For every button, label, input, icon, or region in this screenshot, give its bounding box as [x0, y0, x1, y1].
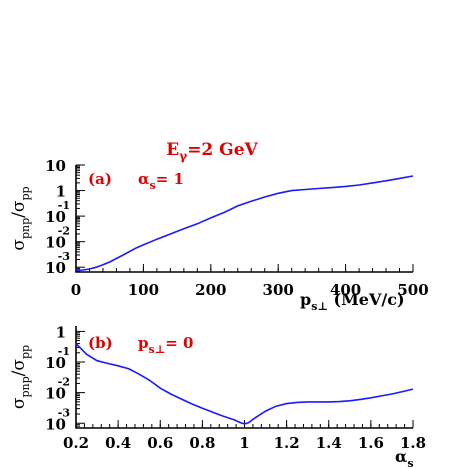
y-axis-label: σpnp/σpp — [9, 186, 32, 250]
panel-label: (a) — [88, 170, 112, 188]
axes — [75, 165, 413, 273]
y-axis-label: σpnp/σpp — [9, 345, 32, 409]
ylabel-slash: / — [9, 212, 29, 218]
y-tick-label: 10 — [45, 385, 66, 403]
y-tick-base: 10 — [45, 385, 66, 403]
y-tick-base: 1 — [56, 323, 66, 341]
x-tick-label: 0 — [71, 281, 81, 299]
ylabel-den_sub: pp — [19, 186, 32, 200]
chart-title: Eγ=2 GeV — [166, 140, 258, 163]
xlabel-sub: s — [407, 457, 413, 469]
y-tick-base: 10 — [45, 259, 66, 277]
y-tick-label: 10 — [45, 259, 66, 277]
ylabel-num: σ — [9, 239, 29, 251]
x-tick-label: 0.6 — [147, 434, 173, 452]
y-tick-base: 10 — [45, 157, 66, 175]
y-tick-label: 1 — [56, 323, 66, 341]
y-tick-base: 10 — [45, 354, 66, 372]
annotation-rest: = 1 — [156, 170, 184, 188]
x-tick-label: 400 — [330, 281, 361, 299]
y-tick-base: 10 — [45, 415, 66, 433]
x-axis-label: ps⊥ (MeV/c) — [300, 290, 405, 313]
panel-annotation: ps⊥= 0 — [138, 334, 194, 356]
y-tick-exponent: -2 — [58, 376, 70, 389]
panel-annotation: αs= 1 — [138, 170, 184, 192]
x-tick-label: 500 — [397, 281, 428, 299]
annotation-rest: = 0 — [165, 334, 193, 352]
panel-label: (b) — [88, 334, 113, 352]
xlabel-sub: s⊥ — [311, 300, 328, 313]
ylabel-slash: / — [9, 370, 29, 376]
y-tick-exponent: -3 — [58, 250, 70, 263]
x-tick-label: 100 — [128, 281, 159, 299]
x-tick-label: 200 — [195, 281, 226, 299]
series-line — [75, 343, 414, 425]
x-tick-label: 1 — [239, 434, 249, 452]
ylabel-num: σ — [9, 397, 29, 409]
y-tick-label: 10 — [45, 234, 66, 252]
y-tick-exponent: -3 — [58, 406, 70, 419]
x-tick-label: 1.2 — [274, 434, 300, 452]
annotation-symbol: α — [138, 170, 150, 188]
x-axis-label: αs — [395, 447, 414, 469]
annotation-sub: s⊥ — [149, 343, 166, 356]
y-tick-label: 10 — [45, 415, 66, 433]
x-tick-label: 300 — [263, 281, 294, 299]
y-tick-label: 10 — [45, 354, 66, 372]
xlabel-unit: (MeV/c) — [328, 290, 405, 309]
x-tick-label: 1.4 — [316, 434, 342, 452]
xlabel-text: p — [300, 290, 311, 309]
title-prefix: E — [166, 140, 179, 160]
y-tick-exponent: -1 — [58, 199, 70, 212]
x-tick-label: 0.8 — [189, 434, 215, 452]
annotation-sub: s — [150, 179, 156, 192]
ylabel-den: σ — [9, 200, 29, 212]
x-tick-label: 0.2 — [63, 434, 89, 452]
title-sub: γ — [179, 149, 187, 163]
y-tick-label: 10 — [45, 208, 66, 226]
y-tick-label: 10 — [45, 157, 66, 175]
y-tick-label: 1 — [56, 183, 66, 201]
y-tick-exponent: -1 — [58, 345, 70, 358]
x-tick-label: 1.8 — [400, 434, 426, 452]
y-tick-base: 1 — [56, 183, 66, 201]
ylabel-num_sub: pnp — [19, 376, 32, 397]
title-suffix: =2 GeV — [187, 140, 258, 160]
y-tick-base: 10 — [45, 208, 66, 226]
xlabel-text: α — [395, 447, 407, 466]
y-tick-exponent: -2 — [58, 225, 70, 238]
series-line — [75, 175, 414, 272]
annotation-symbol: p — [138, 334, 149, 352]
x-tick-label: 1.6 — [358, 434, 384, 452]
x-tick-label: 0.4 — [105, 434, 131, 452]
ylabel-den_sub: pp — [19, 345, 32, 359]
panel-b: 0.2 0.4 0.6 0.8 1 1.2 1.4 1.6 1.8110-110-210-3(b… — [9, 323, 426, 469]
y-tick-base: 10 — [45, 234, 66, 252]
ylabel-num_sub: pnp — [19, 218, 32, 239]
axes — [75, 326, 413, 429]
ylabel-den: σ — [9, 359, 29, 371]
